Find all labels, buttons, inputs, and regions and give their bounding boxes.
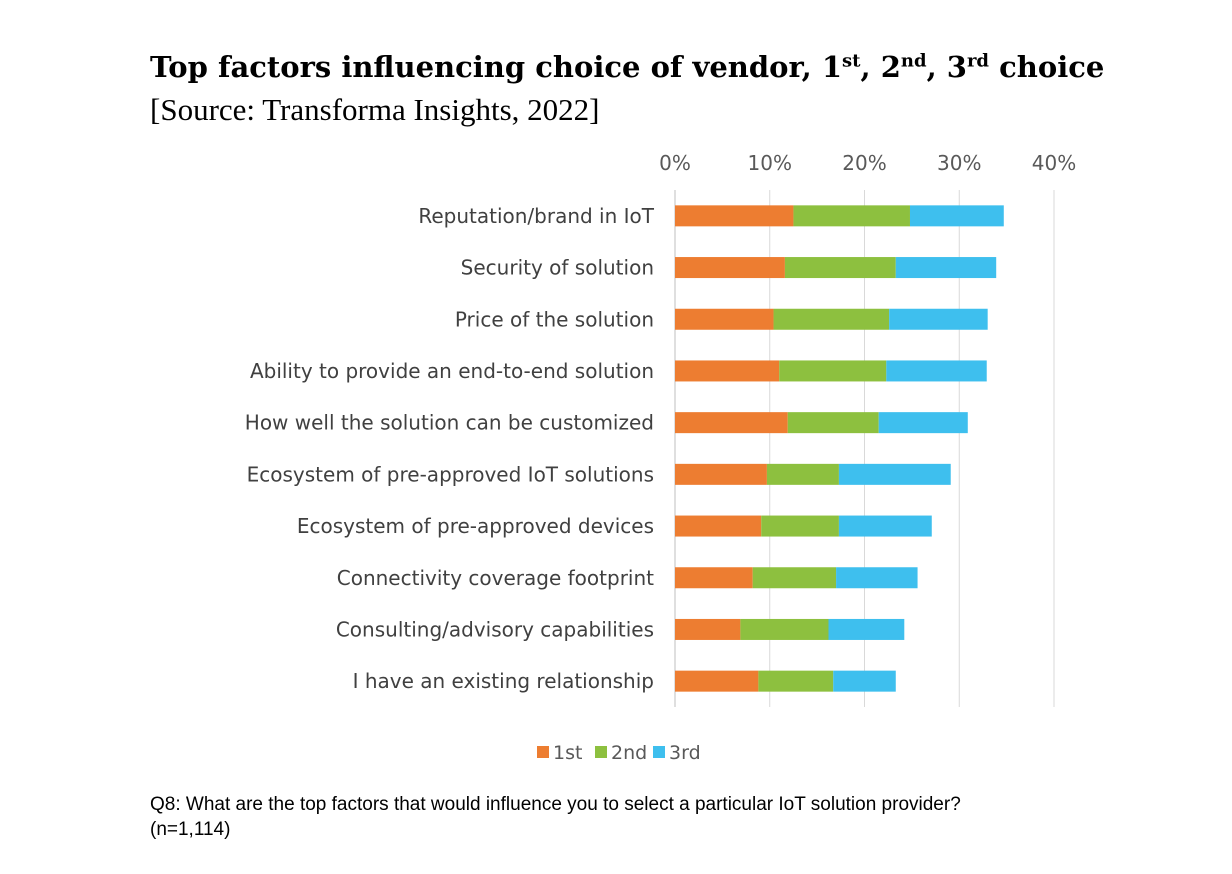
bar-segment-1st <box>675 308 774 330</box>
title-superscript: nd <box>900 50 927 72</box>
bar-segment-2nd <box>766 463 839 485</box>
category-label: Consulting/advisory capabilities <box>336 617 654 641</box>
bar-segment-2nd <box>793 205 910 227</box>
bar-segment-2nd <box>761 515 839 537</box>
category-label: Ecosystem of pre-approved devices <box>297 514 654 538</box>
x-tick-label: 10% <box>748 151 792 175</box>
bar-segment-3rd <box>838 515 932 537</box>
bar-segment-2nd <box>752 567 837 589</box>
bar-segment-1st <box>675 463 767 485</box>
category-label: Reputation/brand in IoT <box>418 204 654 228</box>
bar-segment-1st <box>675 567 753 589</box>
chart-title: Top factors influencing choice of vendor… <box>150 50 1210 84</box>
bar-segment-1st <box>675 360 780 382</box>
title-text: , 3 <box>926 50 967 84</box>
title-text: , 2 <box>860 50 901 84</box>
category-label: I have an existing relationship <box>353 669 654 693</box>
category-label: Security of solution <box>461 256 654 280</box>
bar-segment-2nd <box>758 670 834 692</box>
bar-segment-2nd <box>784 257 896 279</box>
legend-label: 1st <box>553 742 582 764</box>
category-label: Price of the solution <box>455 307 654 331</box>
category-label: Connectivity coverage footprint <box>337 566 654 590</box>
bar-segment-3rd <box>895 257 997 279</box>
x-tick-label: 20% <box>842 151 886 175</box>
bar-segment-1st <box>675 618 741 640</box>
bar-segment-3rd <box>828 618 905 640</box>
bar-segment-1st <box>675 670 759 692</box>
category-label: How well the solution can be customized <box>245 411 654 435</box>
bar-segment-2nd <box>787 412 879 434</box>
bar-segment-3rd <box>878 412 968 434</box>
title-superscript: rd <box>966 50 990 72</box>
bar-segment-3rd <box>833 670 896 692</box>
bar-segment-3rd <box>889 308 988 330</box>
legend-swatch-2nd <box>595 746 607 758</box>
footnote: Q8: What are the top factors that would … <box>150 792 1210 842</box>
category-label: Ability to provide an end-to-end solutio… <box>250 359 654 383</box>
title-text: choice <box>989 50 1105 84</box>
x-tick-label: 30% <box>937 151 981 175</box>
legend-label: 2nd <box>611 742 647 764</box>
category-label: Ecosystem of pre-approved IoT solutions <box>247 462 654 486</box>
chart-subtitle: [Source: Transforma Insights, 2022] <box>150 92 600 127</box>
bar-segment-1st <box>675 257 785 279</box>
legend-label: 3rd <box>669 742 701 764</box>
bar-segment-3rd <box>838 463 951 485</box>
footnote-question: Q8: What are the top factors that would … <box>150 794 961 815</box>
bar-segment-2nd <box>740 618 829 640</box>
bar-segment-3rd <box>886 360 987 382</box>
bar-segment-1st <box>675 412 788 434</box>
bar-segment-3rd <box>836 567 918 589</box>
bar-segment-2nd <box>773 308 890 330</box>
legend-swatch-3rd <box>653 746 665 758</box>
x-tick-label: 0% <box>659 151 691 175</box>
bar-segment-2nd <box>779 360 887 382</box>
x-tick-label: 40% <box>1032 151 1076 175</box>
bar-segment-3rd <box>909 205 1004 227</box>
footnote-sample-size: (n=1,114) <box>150 819 231 840</box>
stacked-bar-chart: 0% 10% 20% 30% 40% Reputation/brand in IoT Sec… <box>245 151 1076 764</box>
bar-segment-1st <box>675 515 762 537</box>
legend-swatch-1st <box>537 746 549 758</box>
title-superscript: st <box>842 50 861 72</box>
title-text: Top factors influencing choice of vendor… <box>150 50 843 84</box>
bar-segment-1st <box>675 205 794 227</box>
